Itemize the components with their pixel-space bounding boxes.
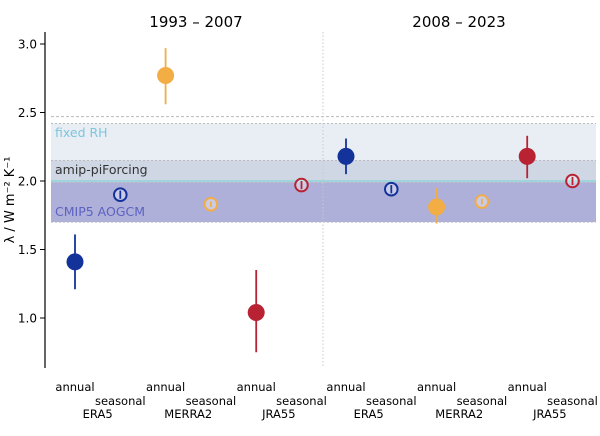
marker-filled — [337, 147, 355, 165]
y-tick-label-1: 1.0 — [18, 312, 37, 326]
band-label-3: CMIP5 AOGCM — [55, 204, 145, 219]
point-merra2-annual-p1 — [157, 48, 175, 105]
point-merra2-seasonal-p2 — [474, 194, 490, 209]
marker-filled — [428, 198, 446, 216]
x-label-9: JRA55 — [261, 407, 295, 421]
marker-filled — [247, 304, 265, 322]
point-jra55-annual-p1 — [247, 270, 265, 353]
period-title-2: 2008 – 2023 — [412, 13, 505, 31]
points-layer — [66, 48, 580, 353]
point-merra2-seasonal-p1 — [203, 196, 219, 212]
y-tick-label-4: 2.5 — [18, 106, 37, 120]
x-label-17: seasonal — [547, 394, 598, 408]
x-label-6: MERRA2 — [164, 407, 212, 421]
point-era5-seasonal-p1 — [113, 187, 128, 202]
y-axis-label: λ / W m⁻² K⁻¹ — [3, 157, 18, 244]
x-label-10: annual — [326, 380, 365, 394]
x-label-5: seasonal — [186, 394, 237, 408]
point-jra55-seasonal-p2 — [565, 173, 580, 189]
x-label-3: ERA5 — [83, 407, 113, 421]
x-label-14: seasonal — [457, 394, 508, 408]
band-label-2: amip-piForcing — [55, 162, 148, 177]
reference-lines-layer — [51, 32, 596, 368]
x-label-13: annual — [417, 380, 456, 394]
x-label-15: MERRA2 — [435, 407, 483, 421]
y-tick-label-5: 3.0 — [18, 38, 37, 52]
period-title-1: 1993 – 2007 — [149, 13, 242, 31]
point-era5-annual-p2 — [337, 138, 355, 175]
y-tick-label-3: 2.0 — [18, 175, 37, 189]
x-label-12: ERA5 — [354, 407, 384, 421]
x-label-16: annual — [508, 380, 547, 394]
x-label-18: JRA55 — [532, 407, 566, 421]
x-label-11: seasonal — [366, 394, 417, 408]
x-label-2: seasonal — [95, 394, 146, 408]
marker-filled — [518, 147, 536, 165]
marker-filled — [157, 67, 175, 85]
point-merra2-annual-p2 — [428, 187, 446, 224]
y-axis: 1.0 1.5 2.0 2.5 3.0 — [18, 32, 46, 368]
point-era5-annual-p1 — [66, 234, 84, 290]
x-labels-layer: annualseasonalERA5annualseasonalMERRA2an… — [55, 380, 597, 421]
marker-filled — [66, 253, 84, 271]
point-era5-seasonal-p2 — [384, 181, 399, 197]
point-jra55-annual-p2 — [518, 135, 536, 179]
x-label-7: annual — [237, 380, 276, 394]
y-tick-label-2: 1.5 — [18, 243, 37, 257]
point-jra55-seasonal-p1 — [294, 177, 309, 193]
x-label-1: annual — [55, 380, 94, 394]
x-label-4: annual — [146, 380, 185, 394]
band-label-1: fixed RH — [55, 125, 108, 140]
x-label-8: seasonal — [276, 394, 327, 408]
